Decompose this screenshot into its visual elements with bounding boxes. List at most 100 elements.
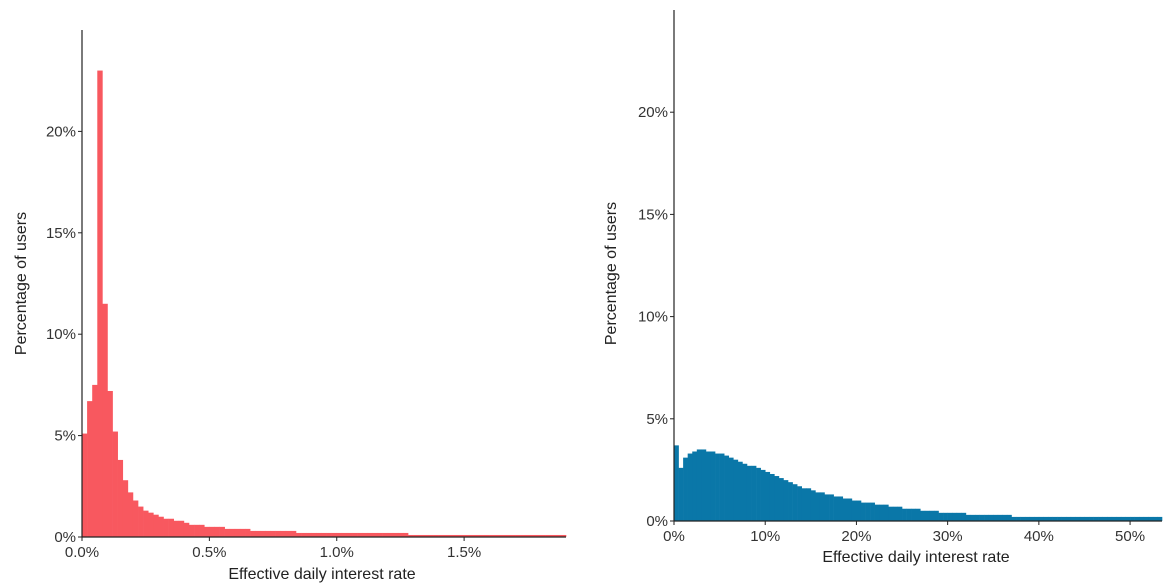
x-tick-label: 50% — [1115, 528, 1145, 545]
histogram-bar — [824, 494, 830, 521]
histogram-bar — [520, 534, 526, 537]
histogram-bar — [1029, 516, 1035, 521]
histogram-bar — [112, 431, 118, 537]
histogram-bar — [692, 451, 698, 521]
histogram-bar — [275, 530, 281, 537]
histogram-bar — [701, 449, 707, 521]
histogram-bar — [715, 453, 720, 521]
y-tick-label: 0% — [646, 513, 668, 530]
histogram-bar — [1116, 516, 1122, 521]
histogram-bar — [316, 532, 322, 537]
histogram-bar — [993, 514, 999, 521]
histogram-bar — [560, 534, 567, 537]
histogram-bar — [933, 510, 939, 521]
histogram-bar — [459, 534, 465, 537]
histogram-bar — [797, 486, 803, 521]
histogram-bar — [1020, 516, 1026, 521]
histogram-bar — [829, 494, 834, 521]
histogram-bar — [1006, 514, 1012, 521]
histogram-bar — [127, 492, 134, 537]
histogram-bar — [943, 512, 948, 521]
histogram-bar — [153, 514, 159, 537]
histogram-bar — [1152, 516, 1158, 521]
histogram-bar — [387, 532, 394, 537]
histogram-bar — [1157, 516, 1163, 521]
histogram-bar — [306, 532, 312, 537]
histogram-bar — [87, 401, 93, 537]
histogram-bar — [158, 516, 164, 537]
histogram-bar — [1139, 516, 1145, 521]
histogram-bar — [728, 457, 734, 521]
histogram-bar — [915, 508, 921, 521]
histogram-bar — [705, 451, 711, 521]
histogram-bar — [173, 520, 180, 537]
histogram-bar — [1089, 516, 1094, 521]
histogram-bar — [1084, 516, 1090, 521]
histogram-bar — [408, 534, 414, 537]
histogram-bar — [219, 526, 225, 537]
histogram-bar — [760, 469, 766, 521]
histogram-bar — [970, 514, 976, 521]
histogram-bar — [678, 467, 684, 521]
histogram-bar — [815, 492, 821, 521]
histogram-bar — [107, 390, 113, 537]
x-axis-title: Effective daily interest rate — [822, 549, 1009, 566]
histogram-bar — [245, 528, 251, 537]
histogram-bar — [229, 528, 236, 537]
histogram-bar — [204, 526, 210, 537]
y-tick-label: 15% — [638, 206, 668, 223]
histogram-bar — [788, 482, 793, 521]
histogram-bar — [290, 530, 297, 537]
histogram-bar — [897, 506, 903, 521]
histogram-bar — [148, 512, 154, 537]
histogram-bar — [443, 534, 450, 537]
histogram-bar — [742, 463, 748, 521]
histogram-bar — [122, 480, 129, 537]
histogram-bar — [550, 534, 557, 537]
x-tick-label: 10% — [750, 528, 780, 545]
histogram-bar — [1002, 514, 1008, 521]
histogram-bar — [842, 498, 848, 521]
histogram-bar — [997, 514, 1003, 521]
histogram-bar — [504, 534, 511, 537]
histogram-bar — [1120, 516, 1126, 521]
histogram-bar — [397, 532, 404, 537]
histogram-bar — [326, 532, 332, 537]
histogram-bar — [117, 459, 124, 537]
histogram-bar — [183, 522, 190, 537]
histogram-bar — [301, 532, 307, 537]
histogram-bar — [280, 530, 287, 537]
x-tick-label: 1.0% — [320, 544, 354, 561]
y-tick-label: 20% — [638, 104, 668, 121]
histogram-bar — [1102, 516, 1108, 521]
histogram-bar — [362, 532, 368, 537]
x-tick-label: 40% — [1024, 528, 1054, 545]
histogram-bar — [806, 488, 812, 521]
histogram-bar — [515, 534, 521, 537]
histogram-bar — [392, 532, 399, 537]
histogram-bar — [733, 459, 739, 521]
histogram-bar — [295, 532, 302, 537]
histogram-bar — [413, 534, 419, 537]
histogram-bar — [975, 514, 980, 521]
histogram-bar — [239, 528, 246, 537]
histogram-bar — [751, 465, 757, 521]
histogram-bar — [851, 500, 857, 521]
histogram-bar — [947, 512, 953, 521]
histogram-bar — [357, 532, 363, 537]
histogram-bar — [255, 530, 261, 537]
histogram-bar — [499, 534, 506, 537]
y-axis-title: Percentage of users — [603, 202, 620, 345]
histogram-bar — [696, 449, 702, 521]
histogram-bar — [1111, 516, 1117, 521]
histogram-bar — [509, 534, 516, 537]
x-tick-label: 0.5% — [192, 544, 226, 561]
histogram-bar — [474, 534, 480, 537]
histogram-bar — [769, 473, 775, 521]
histogram-bar — [902, 508, 907, 521]
histogram-bar — [765, 471, 771, 521]
histogram-bar — [1148, 516, 1154, 521]
histogram-bar — [132, 500, 139, 537]
histogram-bar — [428, 534, 434, 537]
